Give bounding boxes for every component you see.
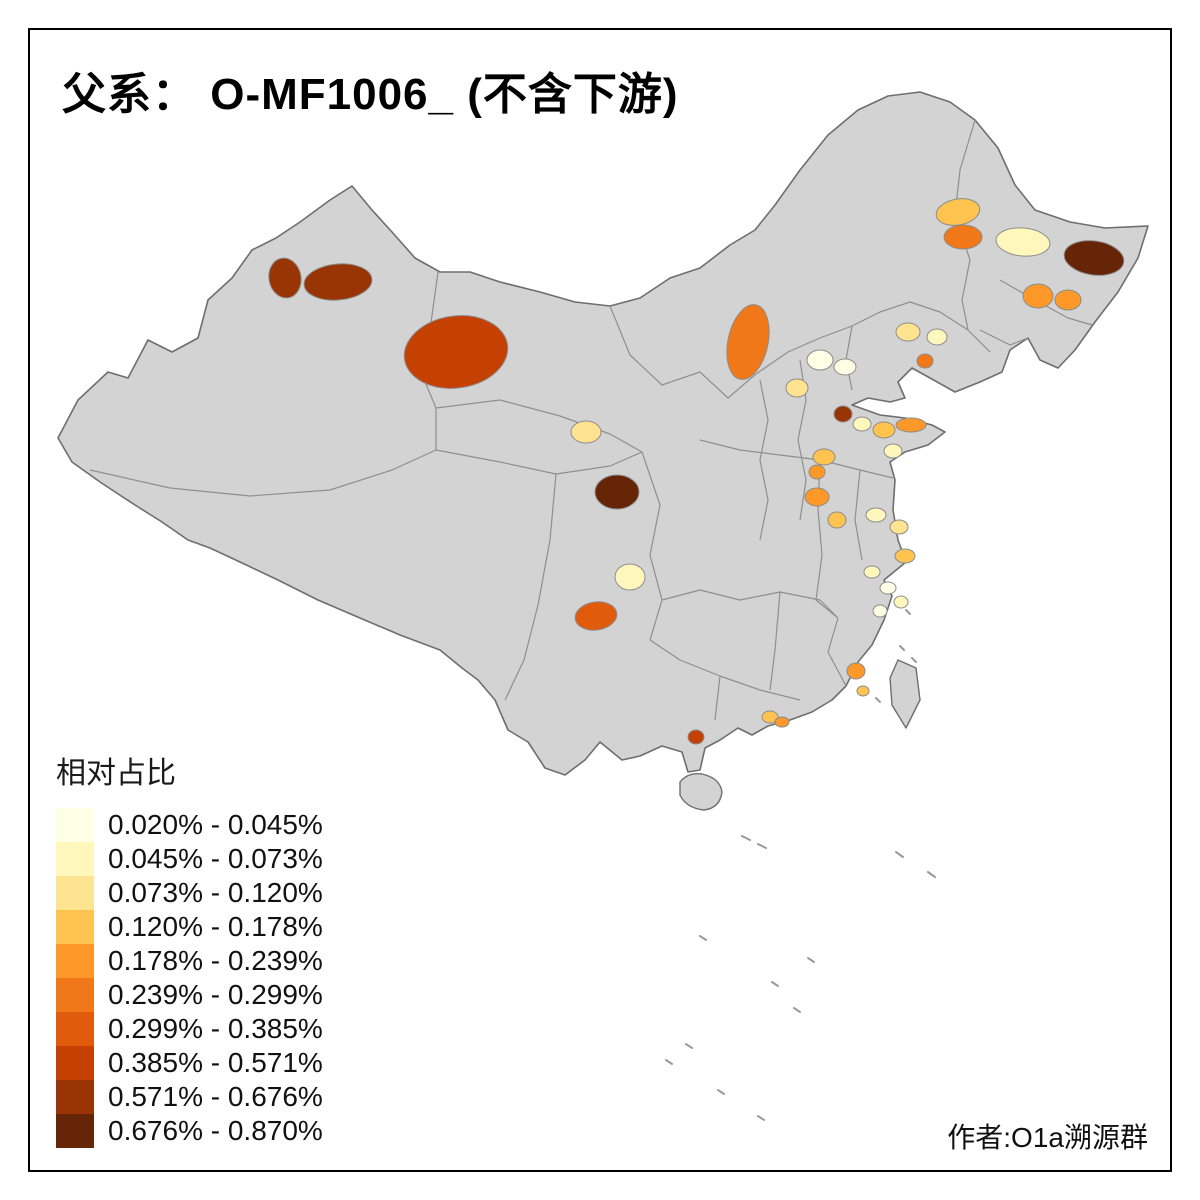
legend-swatch [56,978,94,1012]
region-patch [614,563,646,591]
region-patch [726,304,770,380]
legend-item: 0.178% - 0.239% [56,944,323,978]
legend-item: 0.120% - 0.178% [56,910,323,944]
legend-swatch [56,1080,94,1114]
region-patch [785,378,809,398]
region-patch [1022,283,1054,309]
region-patch [872,421,896,439]
region-patch [1063,240,1125,276]
region-patch [268,257,302,299]
legend-label: 0.045% - 0.073% [108,843,323,874]
region-patch [889,519,909,535]
legend-swatch [56,910,94,944]
sea-islands-dashes [665,609,936,1121]
region-patch [883,443,903,459]
region-patch [879,581,897,595]
author-credit: 作者:O1a溯源群 [947,1122,1148,1153]
legend-swatch [56,1046,94,1080]
region-patch [808,464,826,480]
legend-swatch [56,944,94,978]
legend-label: 0.120% - 0.178% [108,911,323,942]
region-patch [774,716,790,728]
legend-item: 0.385% - 0.571% [56,1046,323,1080]
legend-label: 0.020% - 0.045% [108,809,323,840]
region-patch [761,710,779,724]
legend-item: 0.571% - 0.676% [56,1080,323,1114]
legend-swatch [56,876,94,910]
legend-label: 0.676% - 0.870% [108,1115,323,1146]
legend-item: 0.299% - 0.385% [56,1012,323,1046]
legend-item: 0.020% - 0.045% [56,808,323,842]
region-patch [403,315,509,389]
region-patch [865,507,887,523]
region-patch [827,511,847,529]
region-patch [895,417,927,433]
province-boundaries [89,119,1093,721]
taiwan-outline [889,659,921,729]
region-patch [995,227,1051,257]
legend-swatch [56,1114,94,1148]
figure-title: 父系： O-MF1006_ (不含下游) [62,70,679,119]
region-patch [833,358,857,376]
legend-label: 0.239% - 0.299% [108,979,323,1010]
region-patch [872,604,888,618]
region-patch [863,565,881,579]
region-patch [570,420,602,444]
legend-label: 0.073% - 0.120% [108,877,323,908]
legend-label: 0.178% - 0.239% [108,945,323,976]
legend-label: 0.385% - 0.571% [108,1047,323,1078]
legend-swatch [56,1012,94,1046]
region-patch [806,349,834,371]
region-patch [943,224,983,250]
legend-item: 0.239% - 0.299% [56,978,323,1012]
region-patch [926,328,948,346]
region-patch [574,601,618,631]
region-patch [594,474,640,510]
legend-label: 0.571% - 0.676% [108,1081,323,1112]
legend-swatch [56,842,94,876]
region-patch [846,662,866,680]
region-patch [687,729,705,745]
region-patch [856,685,870,697]
region-patch [894,548,916,564]
legend-item: 0.073% - 0.120% [56,876,323,910]
legend-item: 0.045% - 0.073% [56,842,323,876]
hainan-outline [679,772,723,811]
region-patch [1054,289,1082,311]
region-patch [895,322,921,342]
region-patch [804,487,830,507]
region-patch [893,595,909,609]
legend: 相对占比 0.020% - 0.045% 0.045% - 0.073% 0.0… [56,748,323,1148]
legend-item: 0.676% - 0.870% [56,1114,323,1148]
mainland-outline [57,91,1149,776]
region-patch [833,405,853,423]
highlighted-regions [268,198,1125,745]
legend-label: 0.299% - 0.385% [108,1013,323,1044]
region-patch [812,448,836,466]
region-patch [852,416,872,432]
region-patch [916,353,934,369]
region-patch [303,263,373,301]
legend-title: 相对占比 [56,757,176,790]
legend-swatch [56,808,94,842]
